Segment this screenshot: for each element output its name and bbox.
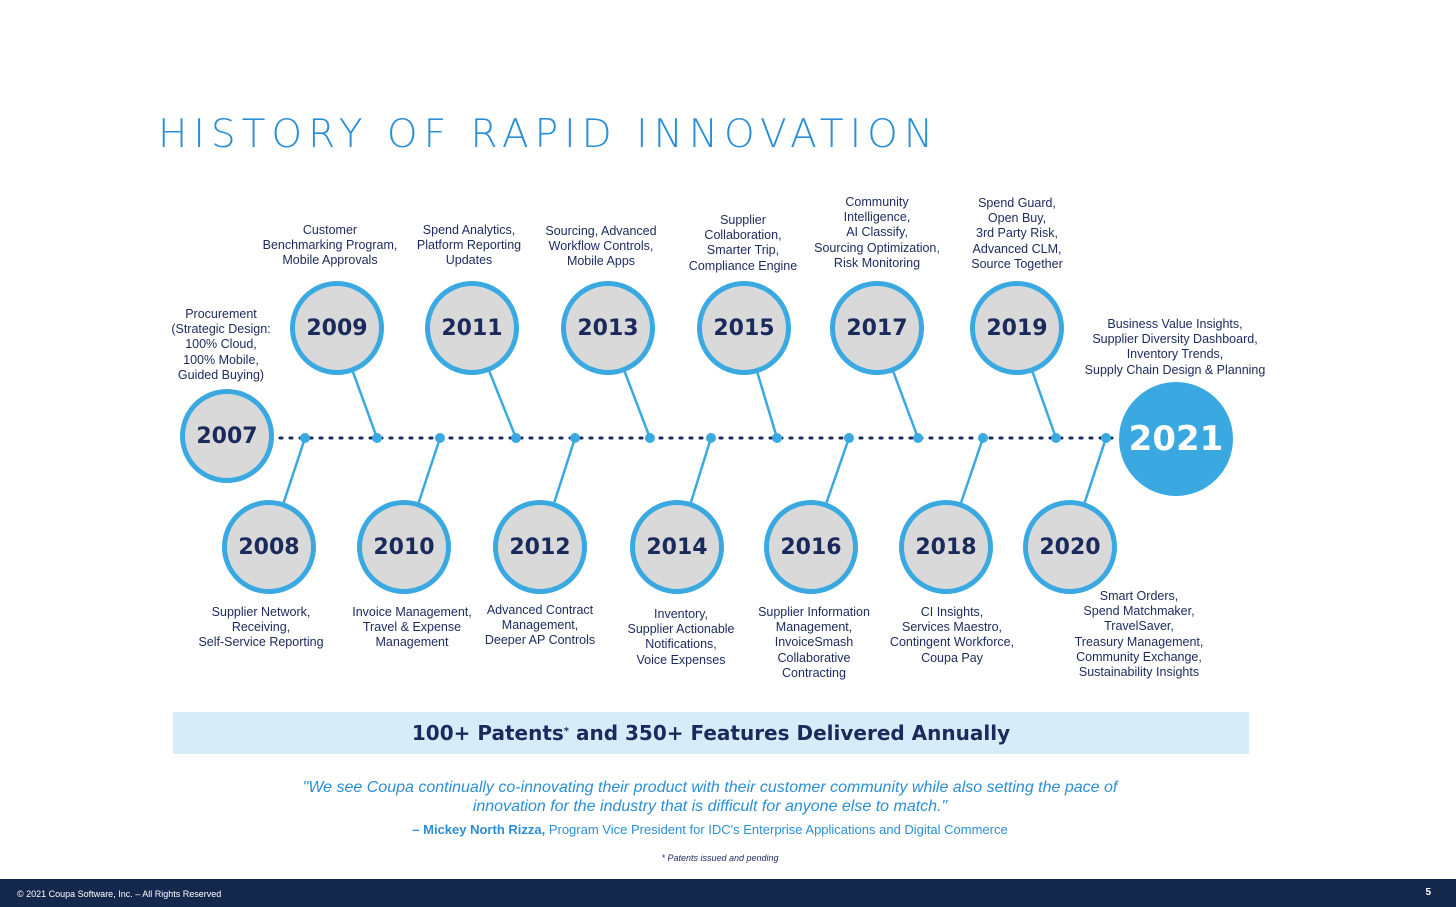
- connector-2016: [825, 437, 851, 504]
- features-2015: Supplier Collaboration, Smarter Trip, Co…: [688, 213, 798, 273]
- timeline-node-2012: [570, 433, 580, 443]
- connector-2012: [553, 437, 577, 503]
- year-circle-2018: 2018: [899, 500, 993, 594]
- year-circle-2013: 2013: [561, 281, 655, 375]
- connector-2009: [351, 371, 379, 439]
- year-circle-2020: 2020: [1023, 500, 1117, 594]
- timeline-node-2020: [1101, 433, 1111, 443]
- connector-2019: [1031, 371, 1058, 439]
- timeline-node-2019: [1051, 433, 1061, 443]
- features-2011: Spend Analytics, Platform Reporting Upda…: [416, 223, 522, 268]
- features-2013: Sourcing, Advanced Workflow Controls, Mo…: [545, 224, 657, 269]
- page-number: 5: [1425, 887, 1431, 898]
- timeline-node-2017: [913, 433, 923, 443]
- timeline-node-2010: [435, 433, 445, 443]
- timeline-node-2014: [706, 433, 716, 443]
- connector-2018: [959, 437, 985, 503]
- year-circle-2014: 2014: [630, 500, 724, 594]
- copyright-text: © 2021 Coupa Software, Inc. – All Rights…: [17, 889, 222, 899]
- features-2020: Smart Orders, Spend Matchmaker, TravelSa…: [1074, 589, 1204, 680]
- year-circle-2019: 2019: [970, 281, 1064, 375]
- features-2016: Supplier Information Management, Invoice…: [758, 605, 870, 680]
- year-circle-2012: 2012: [493, 500, 587, 594]
- connector-2010: [417, 437, 442, 503]
- timeline-node-2011: [511, 433, 521, 443]
- footer-bar: © 2021 Coupa Software, Inc. – All Rights…: [0, 879, 1456, 907]
- timeline-node-2013: [645, 433, 655, 443]
- features-2009: Customer Benchmarking Program, Mobile Ap…: [262, 223, 398, 268]
- features-2018: CI Insights, Services Maestro, Contingen…: [889, 605, 1015, 665]
- timeline-node-2008: [300, 433, 310, 443]
- year-circle-2007: 2007: [180, 389, 274, 483]
- patents-footnote: * Patents issued and pending: [661, 853, 779, 863]
- banner-asterisk: *: [563, 725, 570, 737]
- year-circle-2015: 2015: [697, 281, 791, 375]
- banner-suffix: and 350+ Features Delivered Annually: [569, 721, 1011, 745]
- year-circle-2021: 2021: [1119, 382, 1233, 496]
- year-circle-2009: 2009: [290, 281, 384, 375]
- features-2012: Advanced Contract Management, Deeper AP …: [484, 603, 596, 648]
- year-circle-2011: 2011: [425, 281, 519, 375]
- timeline-node-2018: [978, 433, 988, 443]
- timeline-node-2016: [844, 433, 854, 443]
- year-circle-2017: 2017: [830, 281, 924, 375]
- features-2017: Community Intelligence, AI Classify, Sou…: [814, 195, 940, 270]
- connector-2014: [689, 437, 713, 503]
- features-2007: Procurement (Strategic Design: 100% Clou…: [171, 307, 271, 382]
- banner-prefix: 100+ Patents: [411, 721, 564, 745]
- idc-quote: "We see Coupa continually co-innovating …: [302, 779, 1118, 815]
- connector-2017: [892, 371, 920, 439]
- connector-2013: [623, 371, 652, 439]
- connector-2008: [282, 437, 307, 503]
- features-2014: Inventory, Supplier Actionable Notificat…: [627, 607, 735, 667]
- quote-attribution: – Mickey North Rizza, Program Vice Presi…: [300, 822, 1120, 837]
- connector-2011: [488, 371, 518, 439]
- page-title: HISTORY OF RAPID INNOVATION: [158, 112, 939, 157]
- year-circle-2010: 2010: [357, 500, 451, 594]
- features-2019: Spend Guard, Open Buy, 3rd Party Risk, A…: [971, 196, 1063, 271]
- year-circle-2008: 2008: [222, 500, 316, 594]
- connector-2015: [756, 372, 779, 439]
- patents-banner: 100+ Patents * and 350+ Features Delivere…: [173, 712, 1249, 754]
- features-2010: Invoice Management, Travel & Expense Man…: [352, 605, 472, 650]
- connector-2020: [1083, 437, 1108, 503]
- timeline-node-2009: [372, 433, 382, 443]
- attribution-role: Program Vice President for IDC's Enterpr…: [545, 822, 1008, 837]
- year-circle-2016: 2016: [764, 500, 858, 594]
- attribution-name: – Mickey North Rizza,: [412, 822, 546, 837]
- timeline-node-2015: [772, 433, 782, 443]
- features-2021: Business Value Insights, Supplier Divers…: [1084, 317, 1266, 377]
- features-2008: Supplier Network, Receiving, Self-Servic…: [198, 605, 324, 650]
